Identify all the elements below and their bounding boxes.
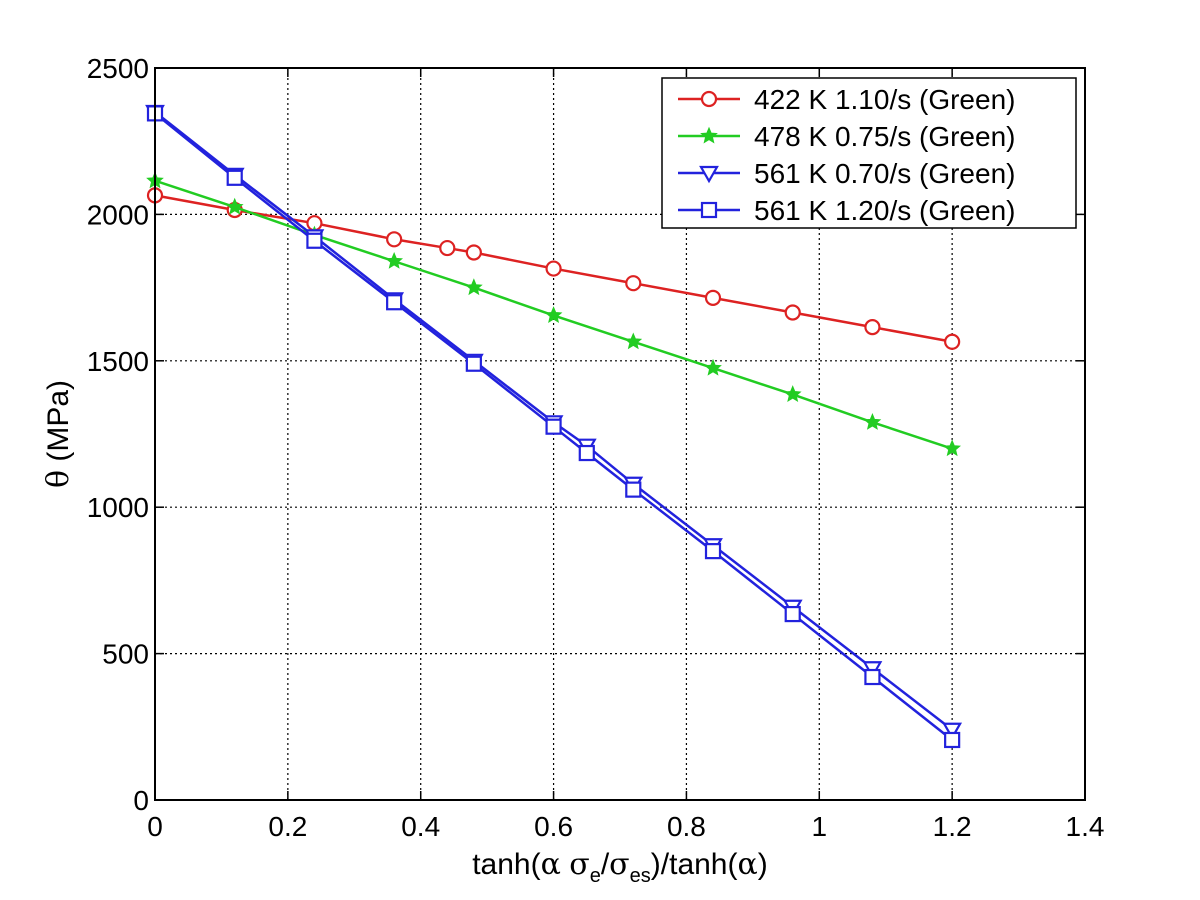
legend-marker bbox=[700, 201, 718, 219]
data-point bbox=[465, 278, 483, 296]
data-point bbox=[545, 260, 562, 277]
y-tick-label: 2000 bbox=[87, 199, 149, 230]
x-tick-label: 0.6 bbox=[534, 811, 573, 842]
axes-frame bbox=[154, 67, 1086, 801]
data-point bbox=[864, 319, 881, 336]
legend-item: 478 K 0.75/s (Green) bbox=[678, 121, 1015, 152]
ticks bbox=[154, 67, 1086, 801]
series-1 bbox=[146, 187, 961, 350]
data-point bbox=[544, 306, 563, 323]
data-point bbox=[225, 197, 244, 215]
data-point bbox=[578, 444, 595, 462]
data-point bbox=[944, 333, 961, 350]
data-point bbox=[625, 275, 642, 292]
data-point bbox=[863, 412, 882, 430]
data-point bbox=[944, 731, 961, 749]
y-tick-label: 1500 bbox=[87, 346, 149, 377]
legend-item: 561 K 0.70/s (Green) bbox=[678, 158, 1015, 189]
legend: 422 K 1.10/s (Green) 478 K 0.75/s (Green)… bbox=[661, 77, 1077, 229]
x-tick-label: 0.8 bbox=[667, 811, 706, 842]
y-tick-label: 1000 bbox=[87, 492, 149, 523]
data-point bbox=[943, 439, 961, 457]
data-point bbox=[864, 668, 881, 686]
legend-marker bbox=[700, 90, 718, 108]
legend-label: 561 K 0.70/s (Green) bbox=[754, 158, 1015, 189]
legend-item: 422 K 1.10/s (Green) bbox=[678, 84, 1015, 115]
data-point bbox=[784, 605, 801, 623]
data-point bbox=[624, 332, 643, 350]
series-line bbox=[154, 112, 953, 741]
data-point bbox=[385, 251, 403, 269]
x-tick-label: 1.2 bbox=[933, 811, 972, 842]
series-4 bbox=[146, 105, 961, 749]
x-axis-label: tanh(α σe/σes)/tanh(α) bbox=[472, 847, 768, 887]
data-point bbox=[439, 239, 456, 257]
data-point bbox=[704, 358, 722, 376]
x-tick-label: 1.4 bbox=[1066, 811, 1105, 842]
legend-item: 561 K 1.20/s (Green) bbox=[678, 195, 1015, 226]
data-point bbox=[784, 304, 801, 321]
y-tick-label: 2500 bbox=[87, 53, 149, 84]
x-tick-label: 0.2 bbox=[268, 811, 307, 842]
tick-labels: 0 0.2 0.4 0.6 0.8 1 1.2 1.4 0 500 1000 1500 2000 2500 bbox=[87, 53, 1105, 842]
series-line bbox=[154, 194, 953, 343]
legend-marker bbox=[699, 165, 719, 184]
data-point bbox=[942, 722, 963, 740]
x-tick-label: 0 bbox=[147, 811, 163, 842]
legend-box bbox=[661, 77, 1077, 229]
y-tick-label: 500 bbox=[102, 639, 149, 670]
data-point bbox=[704, 543, 722, 560]
data-point bbox=[306, 232, 323, 249]
data-point bbox=[625, 481, 642, 498]
data-point bbox=[386, 231, 403, 248]
y-tick-label: 0 bbox=[133, 785, 149, 816]
x-tick-label: 0.4 bbox=[401, 811, 440, 842]
y-axis-label: θ (MPa) bbox=[41, 380, 76, 488]
x-tick-label: 1 bbox=[811, 811, 827, 842]
data-point bbox=[226, 169, 243, 186]
legend-marker bbox=[700, 126, 718, 144]
data-point bbox=[783, 385, 802, 402]
data-point bbox=[386, 294, 403, 311]
data-point bbox=[465, 244, 482, 261]
legend-label: 478 K 0.75/s (Green) bbox=[754, 121, 1015, 152]
legend-label: 561 K 1.20/s (Green) bbox=[754, 195, 1015, 226]
series-2 bbox=[146, 171, 961, 457]
series-layer bbox=[145, 104, 963, 749]
data-point bbox=[465, 355, 482, 372]
data-point bbox=[545, 418, 562, 435]
legend-label: 422 K 1.10/s (Green) bbox=[754, 84, 1015, 115]
data-point bbox=[704, 289, 722, 306]
series-line bbox=[154, 110, 953, 731]
